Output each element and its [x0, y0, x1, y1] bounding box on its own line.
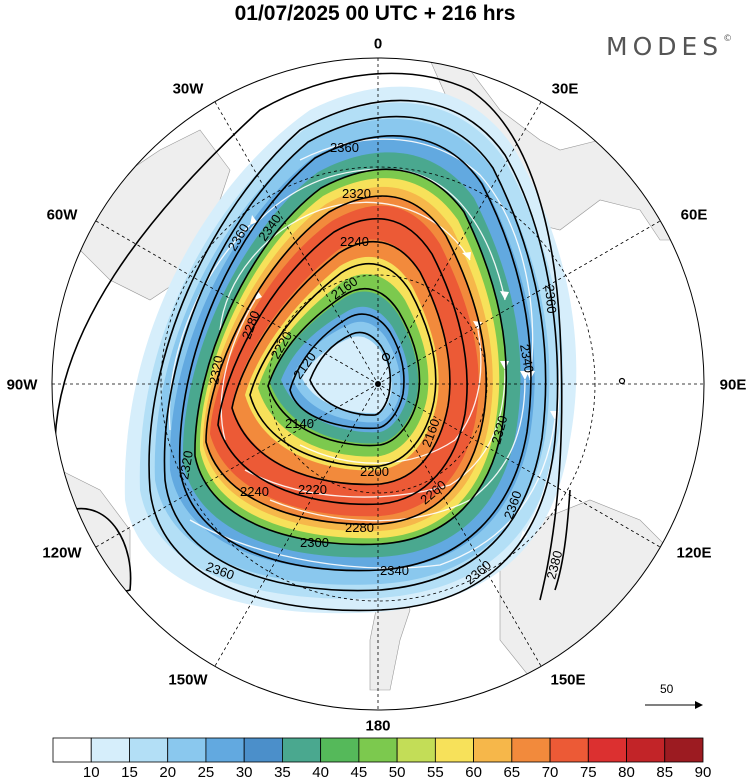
contour-label: 2320 [488, 414, 510, 446]
lon-label-150e: 150E [550, 671, 586, 689]
lon-label-120w: 120W [42, 544, 82, 562]
vector-reference [645, 701, 703, 709]
lon-label-150w: 150W [168, 671, 208, 689]
contour-label: 2320 [342, 186, 371, 201]
wind-speed-fill [124, 86, 577, 614]
colorbar-tick-label: 65 [503, 764, 521, 781]
lon-label-60w: 60W [46, 206, 78, 224]
colorbar-tick-label: 55 [427, 764, 444, 781]
contour-label: 2340 [380, 563, 409, 578]
colorbar-swatch [320, 737, 360, 763]
wind-vectors [168, 138, 561, 569]
lon-label-90w: 90W [6, 376, 38, 394]
contour-label: 2340 [517, 343, 537, 374]
colorbar-swatch [205, 737, 245, 763]
contour-label: 2240 [240, 484, 269, 499]
contour-label: 2320 [176, 449, 196, 480]
colorbar-tick-label: 35 [274, 764, 291, 781]
colorbar-swatch [473, 737, 513, 763]
contour-label: 2240 [340, 234, 369, 249]
contour-label: 2280 [345, 520, 374, 535]
colorbar-tick-label: 45 [350, 764, 368, 781]
lon-label-60e: 60E [680, 206, 708, 224]
colorbar-swatch [664, 737, 704, 763]
colorbar-tick-label: 70 [541, 764, 559, 781]
colorbar-tick-label: 80 [618, 764, 635, 781]
map-title: 01/07/2025 00 UTC + 216 hrs [234, 2, 516, 25]
colorbar-tick-label: 10 [82, 764, 100, 781]
colorbar-tick-label: 85 [656, 764, 674, 781]
contour-label: 2360 [542, 284, 559, 314]
lon-label-180: 180 [365, 717, 391, 735]
copyright-mark: © [723, 34, 733, 44]
colorbar-swatch [167, 737, 207, 763]
contour-label: 2140 [285, 416, 314, 431]
colorbar-tick-label: 40 [312, 764, 329, 781]
colorbar-swatch [626, 737, 666, 763]
colorbar-tick-label: 30 [235, 764, 253, 781]
contour-label: 2300 [300, 535, 329, 550]
colorbar-swatch [52, 737, 92, 763]
colorbar-swatch [90, 737, 130, 763]
colorbar-tick-label: 15 [121, 764, 138, 781]
colorbar [52, 737, 704, 763]
colorbar-swatch [434, 737, 474, 763]
graticule [52, 58, 704, 710]
colorbar-tick-label: 20 [159, 764, 177, 781]
lon-label-120e: 120E [676, 544, 712, 562]
brand-logo: MODES© [606, 32, 732, 61]
colorbar-swatch [549, 737, 589, 763]
wind-arrowheads [250, 215, 559, 540]
map-disc [52, 58, 704, 710]
contour-label: 2380 [543, 549, 565, 581]
colorbar-tick-label: 25 [197, 764, 215, 781]
brand-text: MODES [606, 32, 724, 61]
contour-label: 2320 [206, 354, 226, 385]
colorbar-swatch [587, 737, 627, 763]
map-boundary [51, 57, 705, 711]
colorbar-tick-label: 60 [465, 764, 482, 781]
vector-reference-label: 50 [660, 682, 674, 696]
colorbar-swatch [511, 737, 551, 763]
colorbar-swatch [129, 737, 169, 763]
colorbar-swatch [282, 737, 322, 763]
lon-label-90e: 90E [719, 376, 747, 394]
colorbar-swatch [358, 737, 398, 763]
contour-label: 2360 [330, 140, 359, 155]
lon-label-30e: 30E [551, 80, 579, 98]
colorbar-labels: 10 15 20 25 30 35 40 45 50 55 60 65 70 75 80 85 90 [0, 764, 750, 782]
lon-label-0: 0 [373, 35, 383, 53]
colorbar-tick-label: 90 [694, 764, 712, 781]
colorbar-swatch [243, 737, 283, 763]
contour-label: 2200 [360, 464, 389, 479]
contour-label: 2220 [298, 482, 327, 497]
colorbar-swatch [396, 737, 436, 763]
lon-label-30w: 30W [172, 80, 204, 98]
colorbar-tick-label: 50 [388, 764, 406, 781]
colorbar-tick-label: 75 [579, 764, 597, 781]
